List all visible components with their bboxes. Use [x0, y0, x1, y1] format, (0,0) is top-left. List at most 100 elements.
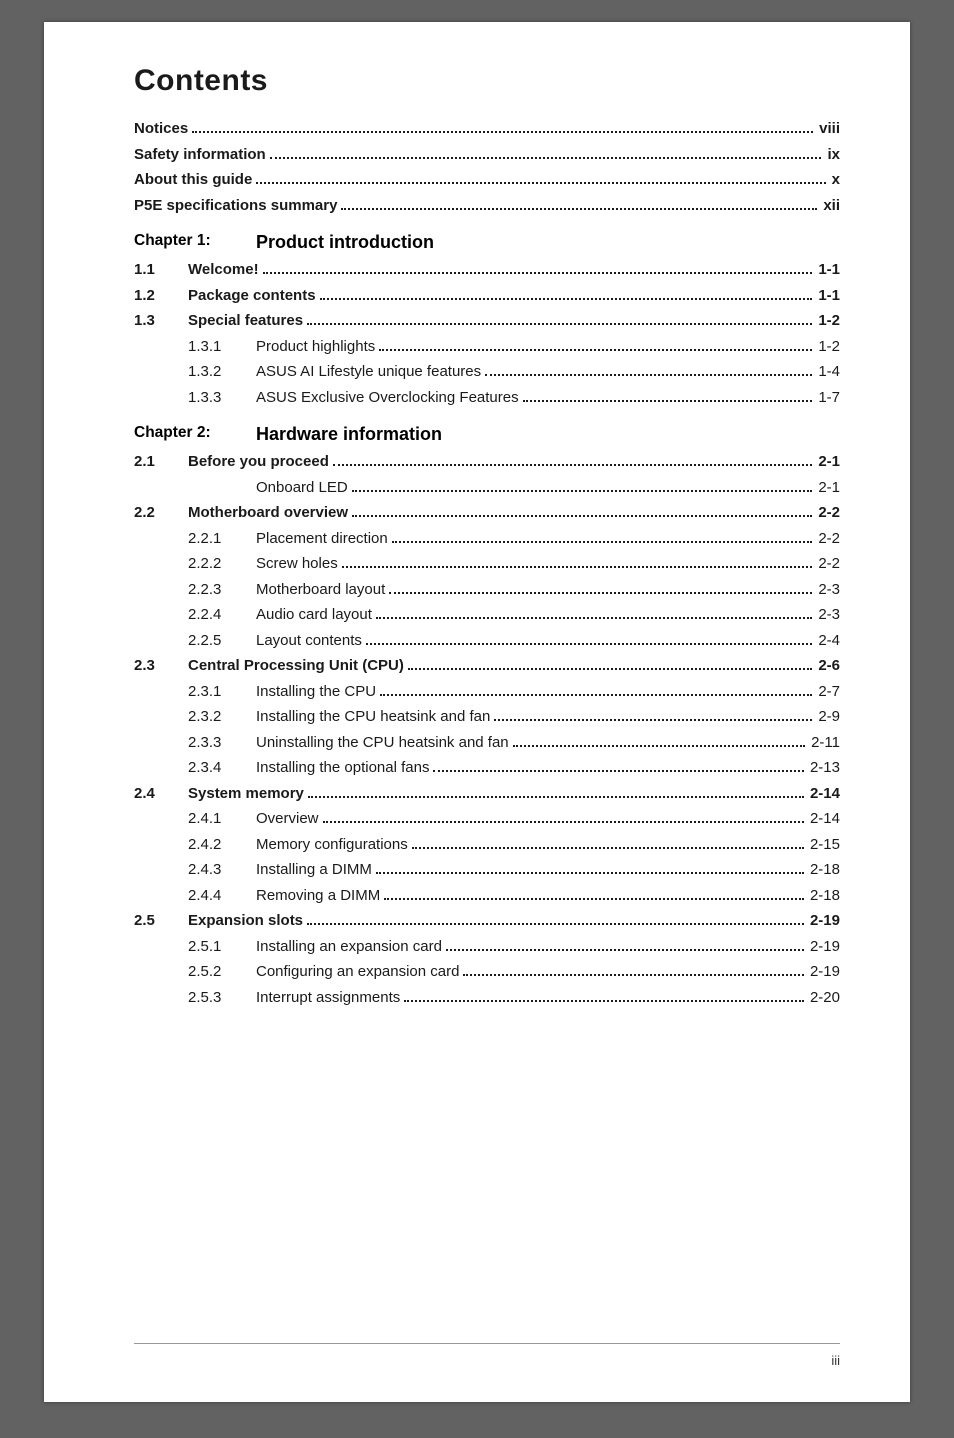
- toc-page-ref: 2-18: [808, 857, 840, 883]
- dot-leader: [485, 365, 812, 376]
- dot-leader: [323, 812, 804, 823]
- toc-label: Audio card layout: [256, 602, 372, 628]
- toc-row: 2.5.1Installing an expansion card2-19: [134, 934, 840, 960]
- toc-section-number: 2.3: [134, 653, 188, 679]
- toc-row: P5E specifications summary xii: [134, 193, 840, 219]
- dot-leader: [308, 787, 804, 798]
- toc-page-ref: 1-4: [816, 359, 840, 385]
- dot-leader: [376, 863, 804, 874]
- toc-page-ref: 1-1: [816, 283, 840, 309]
- dot-leader: [513, 736, 805, 747]
- toc-label: Central Processing Unit (CPU): [188, 653, 404, 679]
- toc-row: 2.3Central Processing Unit (CPU)2-6: [134, 653, 840, 679]
- toc-page-ref: 2-2: [816, 526, 840, 552]
- toc-label: Notices: [134, 116, 188, 142]
- toc-subsection-number: 1.3.3: [188, 385, 256, 411]
- toc-subsection-number: 2.3.2: [188, 704, 256, 730]
- dot-leader: [256, 173, 825, 184]
- toc-page-ref: 2-1: [816, 449, 840, 475]
- chapter-title: Hardware information: [256, 424, 442, 445]
- toc-label: Memory configurations: [256, 832, 408, 858]
- toc-section-number: 2.5: [134, 908, 188, 934]
- toc-label: Installing the optional fans: [256, 755, 429, 781]
- dot-leader: [392, 532, 813, 543]
- toc-page-ref: 1-1: [816, 257, 840, 283]
- toc-row: 2.3.4Installing the optional fans2-13: [134, 755, 840, 781]
- toc-page-ref: ix: [825, 142, 840, 168]
- toc-page-ref: 2-3: [816, 602, 840, 628]
- toc-page-ref: 2-2: [816, 551, 840, 577]
- toc-label: Onboard LED: [256, 475, 348, 501]
- toc-row: 2.2.5Layout contents2-4: [134, 628, 840, 654]
- toc-label: Product highlights: [256, 334, 375, 360]
- toc-label: ASUS AI Lifestyle unique features: [256, 359, 481, 385]
- chapter-heading: Chapter 2:Hardware information: [134, 424, 840, 445]
- dot-leader: [263, 263, 813, 274]
- toc-row: 2.4.1Overview2-14: [134, 806, 840, 832]
- toc-section-number: 2.4: [134, 781, 188, 807]
- toc-label: Overview: [256, 806, 319, 832]
- toc-row: 2.5.2Configuring an expansion card2-19: [134, 959, 840, 985]
- toc-subsection-number: 1.3.2: [188, 359, 256, 385]
- toc-label: P5E specifications summary: [134, 193, 337, 219]
- toc-label: Expansion slots: [188, 908, 303, 934]
- toc-section-number: 2.2: [134, 500, 188, 526]
- toc-label: Welcome!: [188, 257, 259, 283]
- toc-label: Placement direction: [256, 526, 388, 552]
- chapters-container: Chapter 1:Product introduction 1.1Welcome…: [134, 232, 840, 1010]
- dot-leader: [379, 340, 812, 351]
- toc-page-ref: 2-19: [808, 959, 840, 985]
- toc-label: Motherboard overview: [188, 500, 348, 526]
- dot-leader: [446, 940, 804, 951]
- chapter-heading: Chapter 1:Product introduction: [134, 232, 840, 253]
- toc-page-ref: 2-9: [816, 704, 840, 730]
- dot-leader: [320, 289, 813, 300]
- toc-label: ASUS Exclusive Overclocking Features: [256, 385, 519, 411]
- toc-row: 2.2.4Audio card layout 2-3: [134, 602, 840, 628]
- toc-subsection-number: 2.2.3: [188, 577, 256, 603]
- dot-leader: [192, 122, 813, 133]
- toc-page-ref: viii: [817, 116, 840, 142]
- dot-leader: [404, 991, 804, 1002]
- toc-row: 2.5.3Interrupt assignments2-20: [134, 985, 840, 1011]
- dot-leader: [380, 685, 812, 696]
- toc-row: 2.1Before you proceed2-1: [134, 449, 840, 475]
- toc-row: 2.3.1Installing the CPU2-7: [134, 679, 840, 705]
- toc-row: 2.3.2Installing the CPU heatsink and fan…: [134, 704, 840, 730]
- toc-page-ref: 2-14: [808, 781, 840, 807]
- toc-row: 2.5Expansion slots2-19: [134, 908, 840, 934]
- footer-rule: [134, 1343, 840, 1344]
- toc-subsection-number: 1.3.1: [188, 334, 256, 360]
- toc-label: Special features: [188, 308, 303, 334]
- toc-page-ref: 2-1: [816, 475, 840, 501]
- toc-page-ref: 2-18: [808, 883, 840, 909]
- toc-label: Package contents: [188, 283, 316, 309]
- toc-label: Removing a DIMM: [256, 883, 380, 909]
- toc-row: 2.4.4Removing a DIMM2-18: [134, 883, 840, 909]
- toc-section-number: 1.1: [134, 257, 188, 283]
- toc-label: Installing an expansion card: [256, 934, 442, 960]
- toc-page-ref: 2-20: [808, 985, 840, 1011]
- toc-label: Installing the CPU: [256, 679, 376, 705]
- dot-leader: [494, 710, 812, 721]
- toc-subsection-number: 2.3.3: [188, 730, 256, 756]
- toc-label: Safety information: [134, 142, 266, 168]
- toc-page-ref: 1-2: [816, 308, 840, 334]
- toc-page-ref: 2-13: [808, 755, 840, 781]
- toc-page-ref: x: [830, 167, 840, 193]
- toc-row: Onboard LED 2-1: [134, 475, 840, 501]
- toc-page-ref: 2-7: [816, 679, 840, 705]
- chapter-label: Chapter 1:: [134, 232, 256, 253]
- dot-leader: [384, 889, 804, 900]
- toc-page-ref: 2-4: [816, 628, 840, 654]
- toc-subsection-number: 2.2.4: [188, 602, 256, 628]
- toc-row: 2.4System memory2-14: [134, 781, 840, 807]
- dot-leader: [523, 391, 813, 402]
- toc-row: 2.2.1Placement direction2-2: [134, 526, 840, 552]
- toc-row: 1.1Welcome! 1-1: [134, 257, 840, 283]
- toc-page-ref: 2-14: [808, 806, 840, 832]
- toc-page-ref: 2-3: [816, 577, 840, 603]
- front-matter-list: NoticesviiiSafety informationixAbout thi…: [134, 116, 840, 218]
- toc-subsection-number: 2.5.3: [188, 985, 256, 1011]
- toc-page-ref: xii: [821, 193, 840, 219]
